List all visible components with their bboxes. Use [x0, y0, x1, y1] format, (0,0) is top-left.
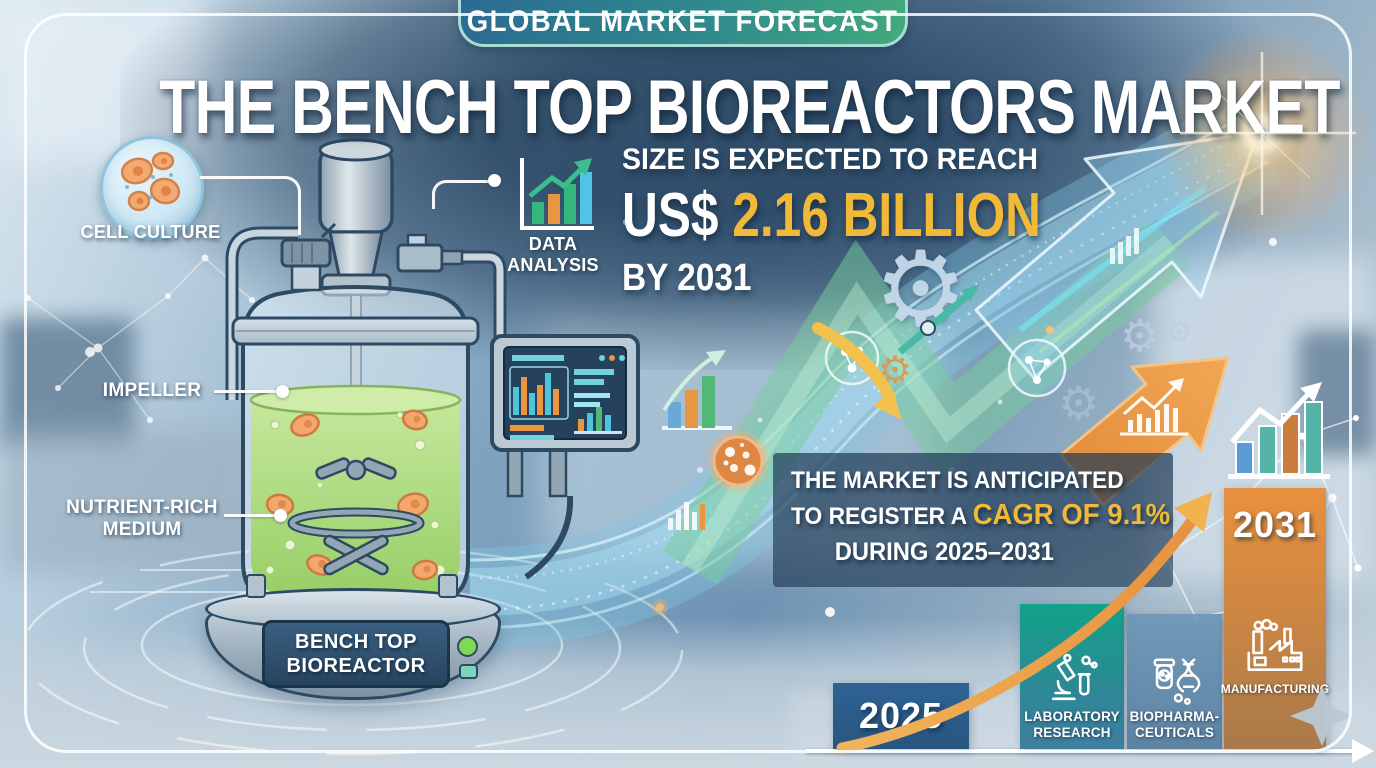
- leader-dot: [274, 509, 287, 522]
- data-analysis-icon: [520, 158, 594, 230]
- year-2031-label: 2031: [1232, 504, 1318, 545]
- power-led: [457, 636, 478, 657]
- device-label-line1: BENCH TOP: [295, 631, 417, 653]
- device-label-line2: BIOREACTOR: [286, 655, 426, 677]
- pipes: [225, 226, 507, 400]
- leader-data-analysis: [432, 180, 493, 209]
- page-title: THE BENCH TOP BIOREACTORS MARKET: [159, 65, 1340, 150]
- banner-label: GLOBAL MARKET FORECAST: [467, 5, 899, 38]
- cagr-line3: DURING 2025–2031: [834, 538, 1054, 566]
- bar-laboratory-research: LABORATORY RESEARCH: [1020, 604, 1124, 749]
- factory-icon: [1247, 618, 1303, 671]
- particles: [85, 219, 1277, 617]
- leader-dot: [276, 385, 289, 398]
- bar-label: LABORATORY RESEARCH: [1024, 709, 1120, 741]
- headline-subtitle: SIZE IS EXPECTED TO REACH US$ 2.16 BILLI…: [622, 143, 1122, 300]
- year-2025-label: 2025: [858, 695, 944, 736]
- mini-growth-chart-icon: [662, 350, 732, 430]
- base-post-right: [438, 574, 458, 598]
- molecule-icon: [824, 330, 880, 386]
- leader-impeller: [214, 390, 278, 393]
- timeline-axis: [806, 749, 1354, 753]
- mini-bars-icon: [668, 502, 705, 530]
- leader-dot: [488, 174, 501, 187]
- motor: [318, 138, 394, 297]
- right-port: [396, 233, 464, 273]
- label-nutrient-medium: NUTRIENT-RICH MEDIUM: [66, 497, 218, 540]
- cagr-callout: THE MARKET IS ANTICIPATED TO REGISTER A …: [773, 453, 1173, 587]
- cagr-line1: THE MARKET IS ANTICIPATED: [791, 467, 1124, 494]
- leader-cell-culture: [200, 176, 301, 235]
- culture-liquid: [249, 384, 462, 594]
- label-impeller: IMPELLER: [102, 380, 202, 401]
- dna-jar-icon: [1153, 658, 1200, 706]
- leader-nutrient: [224, 514, 276, 517]
- cell-dish-icon: [707, 430, 769, 492]
- bar-2025: 2025: [833, 683, 969, 749]
- status-led: [459, 664, 478, 679]
- network-left: [25, 254, 255, 423]
- microscope-icon: [1052, 653, 1098, 701]
- label-data-analysis: DATA ANALYSIS: [507, 234, 599, 275]
- device-panel: BENCH TOP BIOREACTOR: [262, 620, 450, 688]
- label-cell-culture: CELL CULTURE: [80, 222, 221, 242]
- bar-label: BIOPHARMA- CEUTICALS: [1129, 709, 1220, 741]
- cagr-highlight: CAGR OF 9.1%: [972, 499, 1171, 531]
- market-value: US$ 2.16 BILLION: [622, 181, 1041, 250]
- subtitle-line3: BY 2031: [622, 257, 752, 299]
- molecule-icon: [1007, 338, 1067, 398]
- impeller: [287, 457, 425, 576]
- timeline-axis-arrowhead: [1352, 739, 1374, 763]
- cagr-line2: TO REGISTER A CAGR OF 9.1%: [791, 499, 1171, 531]
- bar-biopharmaceuticals: BIOPHARMA- CEUTICALS: [1127, 614, 1222, 749]
- cell-culture-icon: [100, 136, 204, 240]
- base-post-left: [246, 574, 266, 598]
- market-value-highlight: 2.16 BILLION: [732, 181, 1041, 250]
- bioreactor-illustration: [225, 138, 640, 604]
- subtitle-line1: SIZE IS EXPECTED TO REACH: [622, 143, 1038, 176]
- monitor: [490, 334, 640, 580]
- bar-2031-manufacturing: 2031 MANUFACTURING: [1221, 488, 1329, 749]
- bar-label: MANUFACTURING: [1220, 682, 1330, 696]
- forecast-banner: GLOBAL MARKET FORECAST: [458, 0, 908, 47]
- left-port: [280, 222, 337, 292]
- bar-chart-icon: [1228, 382, 1330, 479]
